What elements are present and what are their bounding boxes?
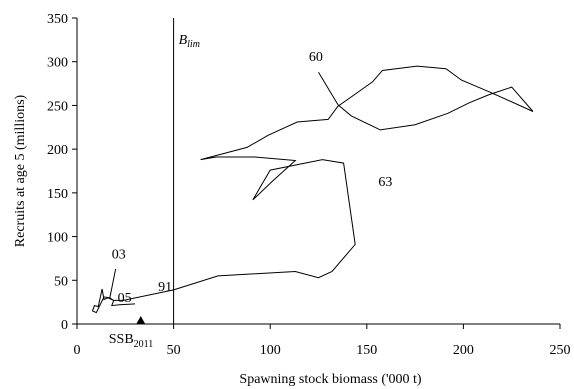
annotation-63: 63 [378,175,392,190]
x-tick-label: 200 [453,343,474,358]
blim-label: Blim [179,33,200,50]
ssb-label-main: SSB [109,332,134,347]
x-tick-label: 0 [74,343,81,358]
y-tick-label: 50 [54,274,68,289]
annotation-60: 60 [309,50,323,65]
series-line [91,65,534,314]
y-axis-title: Recruits at age 5 (millions) [13,94,28,247]
y-tick-label: 250 [47,99,68,114]
x-tick-label: 250 [550,343,571,358]
y-tick-label: 200 [47,143,68,158]
blim-label-sub: lim [187,39,200,50]
y-tick-label: 0 [61,318,68,333]
ssb-label-sub: 2011 [134,339,154,350]
y-tick-label: 300 [47,56,68,71]
ssb-2011-label: SSB2011 [109,332,154,350]
annotation-91: 91 [158,280,172,295]
annotation-leader-03 [109,268,117,298]
annotation-03: 03 [112,247,126,262]
x-axis-ticks: 0 50 100 150 200 250 [74,324,571,358]
annotation-leader-60 [318,71,339,105]
x-tick-label: 50 [167,343,181,358]
ssb-2011-marker [136,316,146,324]
blim-label-main: B [179,33,188,48]
x-axis-title: Spawning stock biomass ('000 t) [239,372,422,387]
y-tick-label: 350 [47,12,68,27]
annotation-05: 05 [118,291,132,306]
y-axis-ticks: 0 50 100 150 200 250 300 350 [47,12,77,333]
x-tick-label: 100 [260,343,281,358]
y-tick-label: 150 [47,187,68,202]
y-tick-label: 100 [47,231,68,246]
x-tick-label: 150 [356,343,377,358]
